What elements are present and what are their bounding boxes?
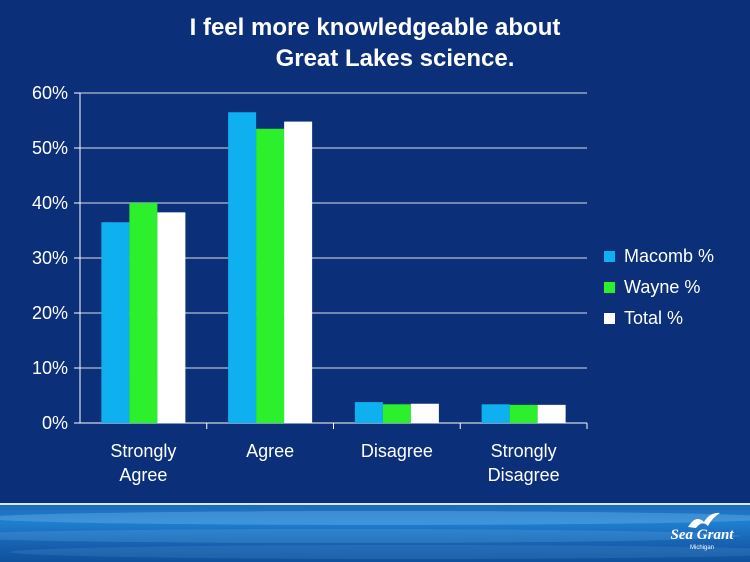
bar: [228, 112, 257, 423]
bar: [537, 404, 566, 423]
bar: [481, 404, 510, 423]
logo-subtitle: Michigan: [689, 545, 714, 551]
y-tick-label: 20%: [32, 303, 68, 323]
sea-grant-logo: Sea Grant Michigan: [670, 510, 734, 556]
legend-item: Total %: [604, 303, 714, 334]
y-tick-label: 50%: [32, 138, 68, 158]
footer-wave: [0, 511, 750, 525]
x-tick-label: Disagree: [361, 441, 433, 461]
y-tick-label: 40%: [32, 193, 68, 213]
bar-chart: 0% 10% 20% 30% 40% 50% 60% Strongly Agree Agree Di…: [32, 83, 588, 485]
legend-swatch: [604, 251, 615, 262]
bar: [382, 404, 411, 423]
bar: [410, 403, 439, 423]
x-tick-label: Strongly: [491, 441, 557, 461]
legend-swatch: [604, 282, 615, 293]
bar: [509, 404, 538, 423]
footer-water-band: [0, 503, 750, 562]
bar: [284, 121, 313, 423]
bar: [354, 402, 383, 423]
x-tick-label: Agree: [119, 465, 167, 485]
chart-title: I feel more knowledgeable about Great La…: [0, 12, 750, 74]
chart-title-line-1: I feel more knowledgeable about: [189, 14, 561, 41]
bar: [101, 222, 130, 423]
legend-swatch: [604, 313, 615, 324]
logo-name: Sea Grant: [670, 527, 734, 543]
x-tick-label: Agree: [246, 441, 294, 461]
y-tick-label: 0%: [42, 413, 68, 433]
footer-wave: [10, 545, 750, 559]
chart-title-line-2: Great Lakes science.: [275, 45, 515, 72]
y-tick-label: 10%: [32, 358, 68, 378]
chart-legend: Macomb % Wayne % Total %: [604, 241, 714, 334]
y-tick-label: 60%: [32, 83, 68, 103]
legend-label: Total %: [624, 308, 684, 328]
bar: [129, 203, 158, 423]
legend-item: Macomb %: [604, 241, 714, 272]
legend-item: Wayne %: [604, 272, 714, 303]
x-tick-label: Strongly: [110, 441, 176, 461]
legend-label: Macomb %: [624, 246, 715, 266]
legend-label: Wayne %: [624, 277, 701, 297]
seagull-icon: [688, 512, 720, 528]
x-tick-label: Disagree: [488, 465, 560, 485]
y-tick-label: 30%: [32, 248, 68, 268]
bar: [157, 212, 186, 423]
footer-wave: [0, 529, 740, 543]
bar: [256, 128, 285, 423]
